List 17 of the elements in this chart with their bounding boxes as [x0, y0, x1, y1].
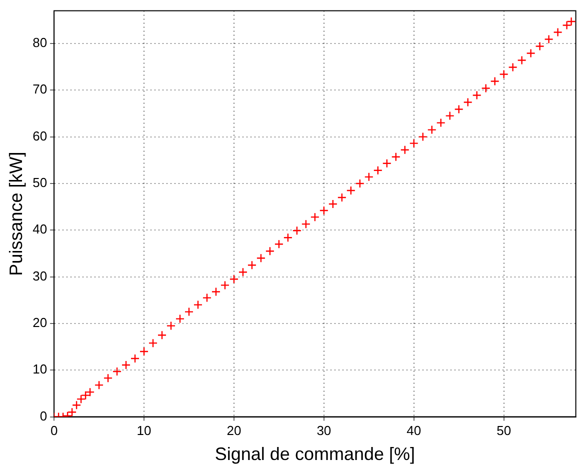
x-tick-label: 40 — [406, 423, 422, 438]
x-axis-title: Signal de commande [%] — [214, 444, 415, 464]
y-tick-label: 60 — [32, 128, 48, 144]
y-tick-label: 70 — [32, 82, 48, 97]
x-tick-label: 20 — [226, 423, 242, 438]
y-tick-label: 40 — [32, 222, 48, 237]
y-tick-label: 0 — [40, 408, 48, 424]
x-tick-label: 50 — [496, 423, 512, 438]
y-tick-label: 20 — [32, 315, 48, 330]
x-tick-label: 0 — [50, 423, 58, 438]
y-tick-label: 80 — [32, 35, 48, 50]
x-tick-label: 10 — [136, 423, 152, 438]
x-tick-label: 30 — [316, 423, 332, 438]
y-tick-label: 30 — [32, 268, 48, 284]
y-tick-label: 10 — [32, 362, 48, 377]
y-axis-title: Puissance [kW] — [6, 152, 26, 276]
y-tick-label: 50 — [32, 175, 48, 190]
